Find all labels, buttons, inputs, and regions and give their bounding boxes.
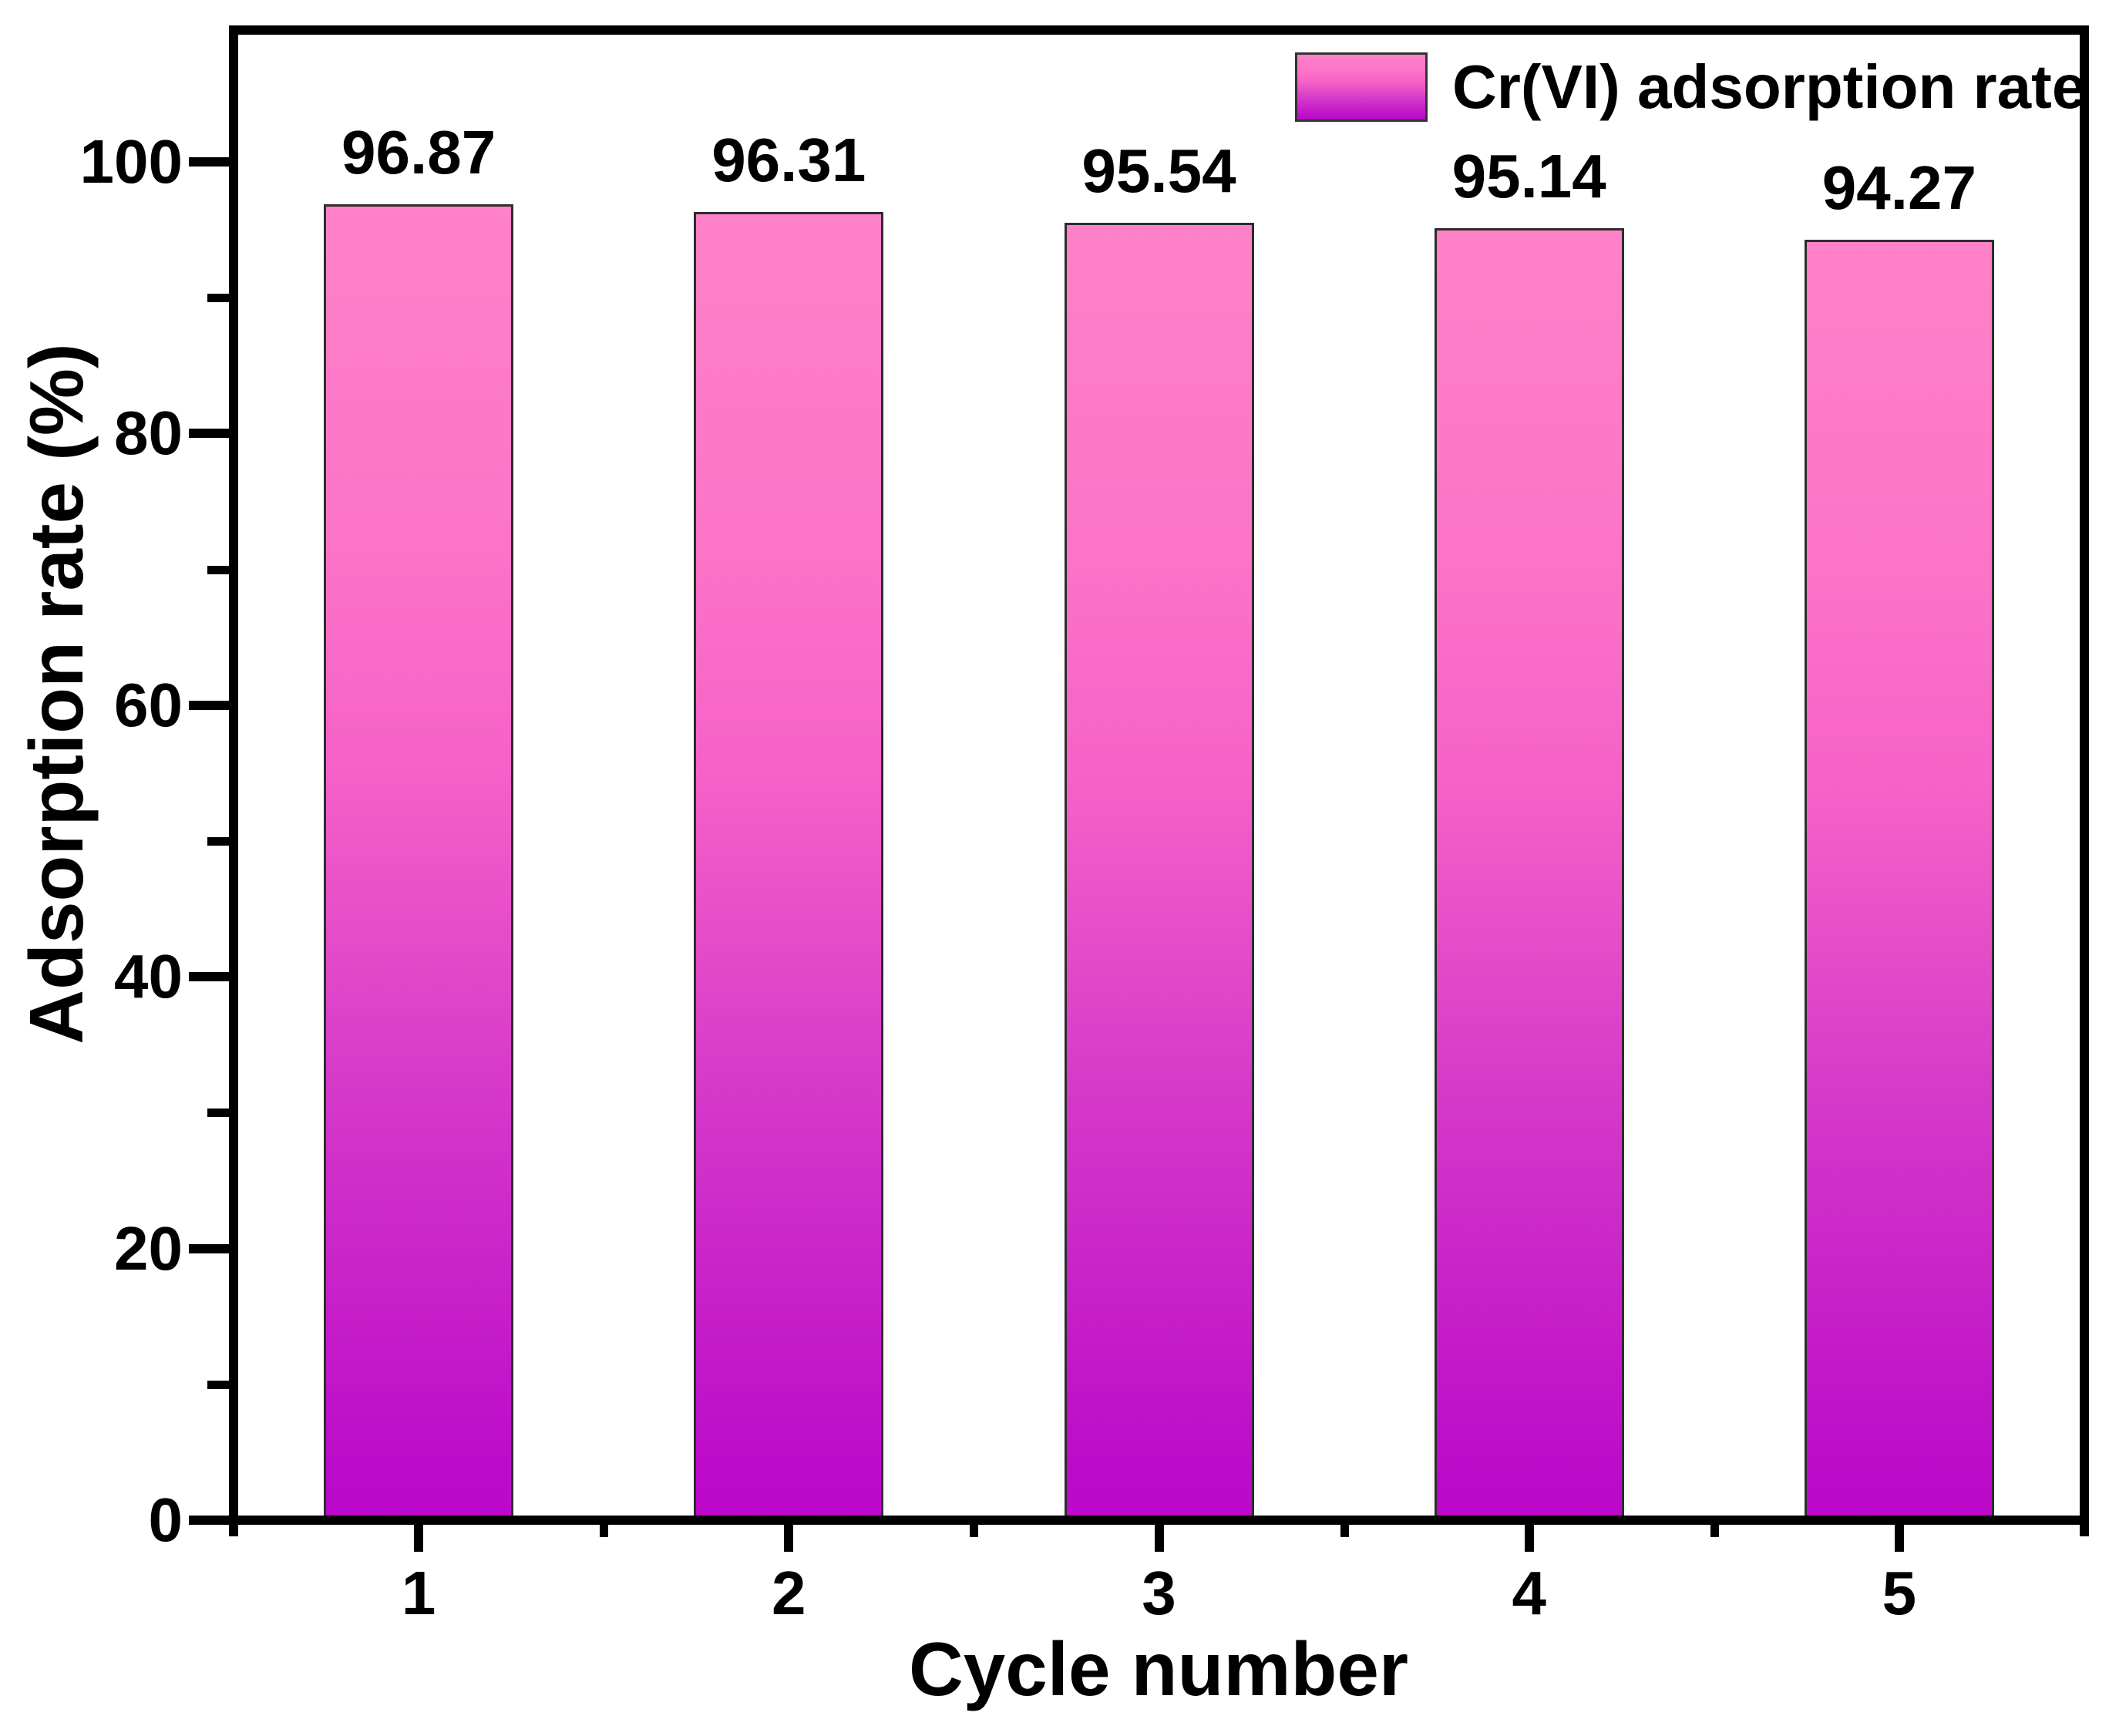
y-tick [189, 1243, 234, 1253]
y-axis-title: Adsorption rate (%) [14, 343, 99, 1045]
y-tick [189, 429, 234, 439]
bar-value-label: 96.31 [711, 126, 866, 195]
x-tick-label: 1 [401, 1559, 436, 1627]
y-minor-tick [207, 1380, 234, 1389]
bar [1804, 239, 1994, 1522]
x-minor-tick [1710, 1520, 1719, 1537]
x-tick [414, 1520, 424, 1552]
legend-series-label: Cr(VI) adsorption rate [1452, 52, 2087, 121]
x-tick-label: 2 [772, 1559, 806, 1627]
x-minor-tick [1340, 1520, 1349, 1537]
bar [1434, 227, 1624, 1522]
x-tick-label: 3 [1142, 1559, 1176, 1627]
bar [324, 204, 514, 1522]
y-tick-label: 20 [114, 1213, 183, 1283]
x-minor-tick [970, 1520, 979, 1537]
bar [1064, 222, 1254, 1522]
bar [694, 212, 884, 1522]
x-tick [1154, 1520, 1164, 1552]
y-tick [189, 1516, 234, 1525]
bar-value-label: 94.27 [1821, 153, 1976, 222]
y-tick-label: 80 [114, 399, 183, 468]
x-tick-label: 5 [1882, 1559, 1917, 1627]
y-tick-label: 60 [114, 670, 183, 739]
x-tick [784, 1520, 794, 1552]
y-minor-tick [207, 837, 234, 846]
x-axis-title: Cycle number [908, 1627, 1409, 1711]
bar-value-label: 95.14 [1451, 141, 1606, 210]
bar-value-label: 95.54 [1081, 136, 1236, 205]
y-tick-label: 40 [114, 942, 183, 1011]
x-tick-label: 4 [1512, 1559, 1546, 1627]
axis-corner-tick [2080, 1520, 2089, 1536]
y-tick [189, 157, 234, 167]
x-minor-tick [600, 1520, 609, 1537]
y-tick [189, 700, 234, 710]
y-minor-tick [207, 294, 234, 303]
legend-swatch [1295, 52, 1428, 122]
y-tick-label: 100 [79, 127, 183, 196]
y-minor-tick [207, 1109, 234, 1118]
y-tick-label: 0 [148, 1485, 183, 1554]
y-minor-tick [207, 565, 234, 574]
bar-value-label: 96.87 [341, 118, 496, 187]
y-tick [189, 972, 234, 982]
x-tick [1524, 1520, 1534, 1552]
x-tick [1894, 1520, 1904, 1552]
